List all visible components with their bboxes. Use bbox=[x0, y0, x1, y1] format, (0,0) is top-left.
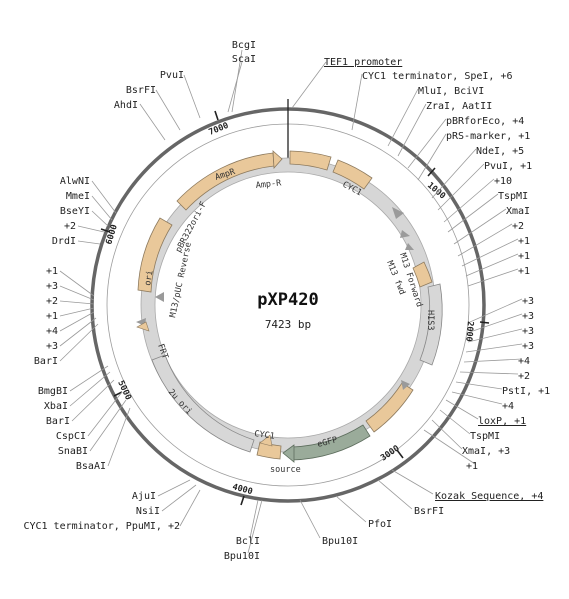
site-label-right-15: +3 bbox=[522, 296, 534, 307]
site-label-right-27: Kozak Sequence, +4 bbox=[435, 491, 543, 502]
plasmid-length: 7423 bp bbox=[265, 318, 311, 331]
feature-cyc1-top[interactable] bbox=[332, 159, 373, 190]
site-label-left-20: CspCI bbox=[56, 431, 86, 442]
site-label-right-19: +4 bbox=[518, 356, 530, 367]
label-source: source bbox=[270, 465, 301, 475]
site-label-right-20: +2 bbox=[518, 371, 530, 382]
label-cyc1-bottom: CYC1 bbox=[254, 429, 276, 442]
site-label-right-6: NdeI, +5 bbox=[476, 146, 524, 157]
feature-tef1[interactable] bbox=[289, 150, 332, 171]
site-label-left-11: +3 bbox=[46, 281, 58, 292]
feature-cyc1-bottom[interactable] bbox=[256, 441, 282, 460]
site-label-right-21: PstI, +1 bbox=[502, 386, 550, 397]
site-label-left-17: BmgBI bbox=[38, 386, 68, 397]
site-label-left-26: BclI bbox=[236, 536, 260, 547]
site-label-right-10: XmaI bbox=[506, 206, 530, 217]
site-label-left-6: MmeI bbox=[66, 191, 90, 202]
site-label-left-21: SnaBI bbox=[58, 446, 88, 457]
site-label-right-3: ZraI, AatII bbox=[426, 101, 492, 112]
label-frt: FRT bbox=[155, 343, 170, 361]
site-label-right-22: +4 bbox=[502, 401, 514, 412]
site-label-right-30: Bpu10I bbox=[322, 536, 358, 547]
site-label-right-12: +1 bbox=[518, 236, 530, 247]
tick-marks bbox=[100, 110, 490, 506]
site-label-left-3: BsrFI bbox=[126, 85, 156, 96]
site-label-left-8: +2 bbox=[64, 221, 76, 232]
label-ori: ori bbox=[143, 270, 156, 287]
leader-lines bbox=[59, 49, 523, 554]
site-label-left-23: AjuI bbox=[132, 491, 156, 502]
site-label-left-4: AhdI bbox=[114, 100, 138, 111]
label-his3: HIS3 bbox=[425, 310, 435, 330]
feature-his3[interactable] bbox=[419, 283, 443, 366]
site-label-left-9: DrdI bbox=[52, 236, 76, 247]
tick-label-5000: 5000 bbox=[115, 379, 133, 402]
tick-label-2000: 2000 bbox=[463, 321, 475, 342]
feature-ori[interactable] bbox=[137, 217, 173, 293]
site-label-right-23: loxP, +1 bbox=[478, 416, 526, 427]
feature-2u-ori[interactable] bbox=[151, 354, 255, 453]
site-label-right-18: +3 bbox=[522, 341, 534, 352]
site-label-left-13: +1 bbox=[46, 311, 58, 322]
site-label-left-5: AlwNI bbox=[60, 176, 90, 187]
site-label-right-4: pBRforEco, +4 bbox=[446, 116, 524, 127]
site-label-right-17: +3 bbox=[522, 326, 534, 337]
site-label-right-24: TspMI bbox=[470, 431, 500, 442]
site-label-left-19: BarI bbox=[46, 416, 70, 427]
site-label-left-22: BsaAI bbox=[76, 461, 106, 472]
site-label-right-7: PvuI, +1 bbox=[484, 161, 532, 172]
site-label-right-16: +3 bbox=[522, 311, 534, 322]
site-label-left-0: BcgI bbox=[232, 40, 256, 51]
site-label-right-11: +2 bbox=[512, 221, 524, 232]
feature-m13-fwd-block[interactable] bbox=[412, 261, 433, 288]
site-label-right-9: TspMI bbox=[498, 191, 528, 202]
site-label-left-12: +2 bbox=[46, 296, 58, 307]
site-label-left-18: XbaI bbox=[44, 401, 68, 412]
site-label-left-10: +1 bbox=[46, 266, 58, 277]
site-label-left-25: CYC1 terminator, PpuMI, +2 bbox=[23, 521, 180, 532]
site-label-left-27: Bpu10I bbox=[224, 551, 260, 562]
site-label-left-24: NsiI bbox=[136, 506, 160, 517]
site-label-right-8: +10 bbox=[494, 176, 512, 187]
site-label-left-1: ScaI bbox=[232, 54, 256, 65]
site-label-right-1: CYC1 terminator, SpeI, +6 bbox=[362, 71, 513, 82]
label-egfp: eGFP bbox=[316, 435, 338, 450]
site-label-left-16: BarI bbox=[34, 356, 58, 367]
site-label-right-0: TEF1 promoter bbox=[324, 57, 402, 68]
site-label-right-26: +1 bbox=[466, 461, 478, 472]
feature-arcs bbox=[136, 150, 443, 463]
site-label-right-14: +1 bbox=[518, 266, 530, 277]
site-label-left-15: +3 bbox=[46, 341, 58, 352]
site-label-right-29: PfoI bbox=[368, 519, 392, 530]
site-label-left-7: BseYI bbox=[60, 206, 90, 217]
site-label-right-2: MluI, BciVI bbox=[418, 86, 484, 97]
tick-label-3000: 3000 bbox=[379, 444, 402, 464]
site-label-right-25: XmaI, +3 bbox=[462, 446, 510, 457]
site-label-right-28: BsrFI bbox=[414, 506, 444, 517]
source-band bbox=[141, 158, 435, 452]
site-label-left-14: +4 bbox=[46, 326, 58, 337]
feature-tef-block[interactable] bbox=[365, 382, 414, 433]
label-amp-r: Amp-R bbox=[255, 178, 282, 191]
plasmid-name: pXP420 bbox=[257, 290, 318, 310]
site-label-left-2: PvuI bbox=[160, 70, 184, 81]
site-label-right-13: +1 bbox=[518, 251, 530, 262]
site-label-right-5: pRS-marker, +1 bbox=[446, 131, 530, 142]
